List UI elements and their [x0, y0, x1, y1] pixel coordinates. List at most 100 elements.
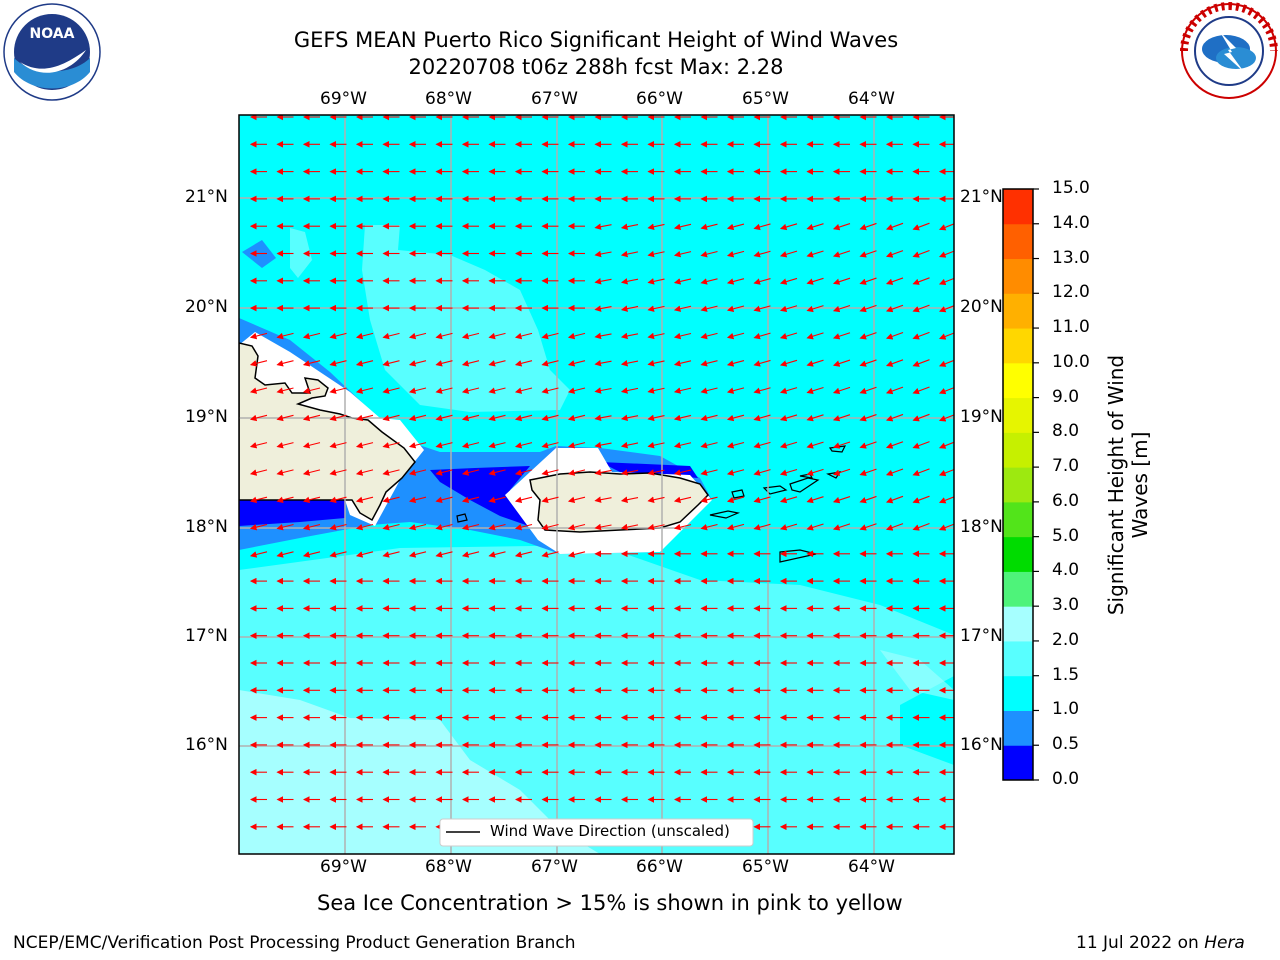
wind-wave-arrow [726, 496, 745, 504]
colorbar-segment [1003, 710, 1033, 746]
wind-wave-arrow [461, 360, 480, 367]
wind-wave-arrow [302, 496, 321, 504]
wind-wave-arrow [673, 469, 692, 476]
wind-wave-arrow [620, 223, 639, 230]
wind-wave-arrow [912, 359, 930, 367]
colorbar-segment [1003, 467, 1033, 503]
wind-wave-arrow [435, 523, 453, 531]
wind-wave-arrow [832, 277, 851, 285]
wind-wave-arrow [408, 551, 427, 558]
wind-wave-arrow [700, 305, 718, 312]
wind-wave-arrow [779, 523, 798, 531]
branch-credit: NCEP/EMC/Verification Post Processing Pr… [13, 933, 576, 953]
wind-wave-arrow [885, 250, 904, 258]
wind-wave-arrow [435, 469, 453, 476]
wind-wave-arrow [885, 495, 904, 504]
wind-wave-arrow [249, 496, 268, 504]
wind-wave-arrow [779, 359, 798, 367]
wind-wave-arrow [859, 332, 877, 340]
colorbar-tick-label: 4.0 [1052, 560, 1080, 581]
wind-wave-arrow [673, 523, 692, 531]
wind-wave-arrow [912, 495, 930, 504]
wind-wave-arrow [779, 250, 798, 258]
wind-wave-arrow [382, 523, 400, 531]
wind-wave-arrow [673, 360, 692, 367]
wind-wave-arrow [461, 551, 480, 558]
wind-wave-arrow [806, 496, 824, 504]
wind-wave-arrow [753, 523, 771, 531]
wind-wave-arrow [620, 305, 639, 312]
wind-wave-arrow [832, 523, 851, 531]
wind-wave-arrow [806, 386, 824, 395]
wind-wave-arrow [806, 441, 824, 449]
colorbar-segment [1003, 223, 1033, 260]
colorbar-label: Significant Height of Wind Waves [m] [1104, 354, 1152, 616]
wind-wave-arrow [594, 305, 612, 312]
wind-wave-arrow [302, 442, 321, 449]
lat-label-right: 20°N [960, 297, 1003, 317]
lat-label-right: 18°N [960, 517, 1003, 537]
wind-wave-arrow [753, 414, 771, 422]
wind-wave-arrow [620, 250, 639, 258]
wave-field-0.0-0.5-mona [430, 466, 540, 530]
wind-wave-arrow [620, 359, 639, 367]
wind-wave-arrow [541, 387, 559, 394]
wind-wave-arrow [249, 414, 268, 422]
wind-wave-arrow [647, 223, 665, 230]
wind-wave-arrow [355, 469, 374, 476]
wind-wave-arrow [567, 551, 586, 558]
colorbar-tick-label: 14.0 [1052, 212, 1090, 233]
legend-box [439, 818, 754, 847]
wind-wave-arrow [620, 523, 639, 531]
wind-wave-arrow [726, 278, 745, 285]
lon-label-top: 67°W [531, 89, 578, 109]
wind-wave-arrow [647, 469, 665, 476]
wind-wave-arrow [779, 468, 798, 476]
wind-wave-arrow [514, 469, 533, 476]
wind-wave-arrow [541, 523, 559, 531]
wind-wave-arrow [806, 223, 824, 231]
wind-wave-arrow [567, 414, 586, 422]
svg-text:NOAA: NOAA [30, 26, 75, 42]
wind-wave-arrow [673, 305, 692, 312]
wind-wave-arrow [302, 523, 321, 531]
wind-wave-arrow [700, 223, 718, 231]
lat-label-right: 17°N [960, 626, 1003, 646]
colorbar-frame [1002, 188, 1034, 781]
wind-wave-arrow [435, 414, 453, 422]
colorbar-tick-label: 1.5 [1052, 664, 1080, 685]
wind-wave-arrow [355, 551, 374, 558]
wind-wave-arrow [329, 414, 347, 422]
wind-wave-arrow [726, 250, 745, 258]
lat-label-right: 19°N [960, 407, 1003, 427]
wind-wave-arrow [912, 277, 930, 285]
colorbar-tick-label: 5.0 [1052, 525, 1080, 546]
wind-wave-arrow [276, 551, 294, 558]
wind-wave-arrow [647, 496, 665, 503]
wind-wave-arrow [753, 359, 771, 367]
wind-wave-arrow [488, 496, 506, 504]
wind-wave-arrow [806, 305, 824, 313]
wind-wave-arrow [541, 551, 559, 558]
wind-wave-arrow [859, 468, 877, 476]
colorbar-segment [1003, 293, 1033, 329]
wind-wave-arrow [885, 277, 904, 285]
wind-wave-arrow [567, 523, 586, 531]
colorbar-tick-label: 12.0 [1052, 282, 1090, 303]
wind-wave-arrow [329, 551, 347, 558]
wind-wave-arrow [806, 250, 824, 258]
wind-wave-arrow [541, 469, 559, 476]
lon-label-top: 65°W [742, 89, 789, 109]
wind-wave-arrow [832, 414, 851, 422]
wind-wave-arrow [673, 387, 692, 394]
wind-wave-arrow [673, 332, 692, 340]
wind-wave-arrow [276, 496, 294, 504]
wind-wave-arrow [753, 332, 771, 340]
wind-wave-arrow [620, 496, 639, 503]
wind-wave-arrow [726, 441, 745, 449]
generation-date: 11 Jul 2022 on Hera [1076, 933, 1245, 953]
wind-wave-arrow [594, 278, 612, 285]
wind-wave-arrow [806, 468, 824, 476]
colorbar-segment [1003, 501, 1033, 538]
